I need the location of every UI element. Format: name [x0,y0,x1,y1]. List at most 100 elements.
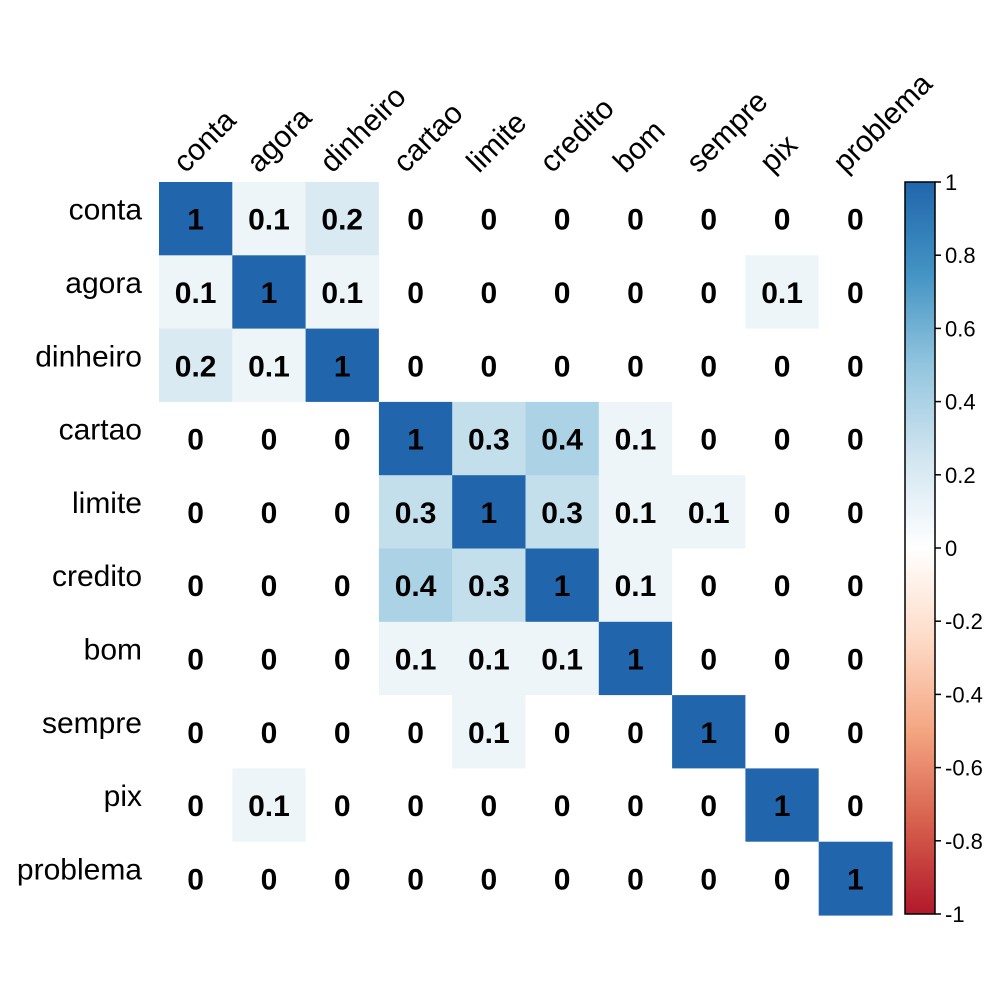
colorbar-tick-label: 1 [945,170,957,195]
cell-value-limite-credito: 0.3 [541,497,583,530]
heatmap-cell-dinheiro-conta [159,328,233,403]
heatmap-cell-credito-problema [818,548,893,623]
heatmap-cell-limite-agora [232,475,307,550]
cell-value-cartao-dinheiro: 0 [334,424,351,457]
row-label-sempre: sempre [42,707,142,740]
colorbar-tick-label: 0.2 [945,463,976,488]
heatmap-cell-limite-sempre [672,475,746,550]
heatmap-cell-bom-cartao [378,621,453,696]
cell-value-agora-pix: 0.1 [761,277,803,310]
heatmap-cell-credito-agora [232,548,307,623]
heatmap-cell-problema-agora [232,841,307,916]
column-label-pix: pix [754,128,804,178]
column-label-bom: bom [607,114,672,179]
cell-value-conta-credito: 0 [554,204,571,237]
cell-value-limite-agora: 0 [261,497,278,530]
heatmap-cell-agora-problema [818,255,893,330]
heatmap-cell-conta-credito [525,182,600,256]
cell-value-sempre-limite: 0.1 [468,717,510,750]
cell-value-sempre-agora: 0 [261,717,278,750]
cell-value-credito-credito: 1 [554,570,571,603]
cell-value-conta-pix: 0 [774,204,791,237]
heatmap-cell-cartao-cartao [378,401,453,476]
heatmap-cell-limite-credito [525,475,600,550]
heatmap-cells [159,182,893,916]
heatmap-cell-bom-conta [159,621,233,696]
cell-value-problema-bom: 0 [627,863,644,896]
heatmap-cell-limite-bom [598,475,673,550]
column-label-agora: agora [241,101,319,179]
heatmap-cell-credito-limite [452,548,527,623]
cell-value-sempre-sempre: 1 [700,717,717,750]
heatmap-cell-agora-credito [525,255,600,330]
cell-value-credito-bom: 0.1 [615,570,657,603]
cell-value-pix-problema: 0 [847,790,864,823]
cell-value-conta-conta: 1 [187,204,204,237]
cell-value-agora-agora: 1 [261,277,278,310]
colorbar: 1 0.8 0.6 0.4 0.2 0 -0.2 -0.4 -0.6 -0.8 -1 [904,170,983,927]
row-label-bom: bom [84,633,142,666]
row-labels: conta agora dinheiro cartao limite credito bom… [17,194,142,887]
heatmap-cell-limite-cartao [378,475,453,550]
cell-value-cartao-credito: 0.4 [541,424,583,457]
cell-value-problema-conta: 0 [187,863,204,896]
heatmap-cell-agora-bom [598,255,673,330]
row-label-credito: credito [52,560,142,593]
heatmap-cell-problema-conta [159,841,233,916]
cell-value-limite-bom: 0.1 [615,497,657,530]
heatmap-cell-cartao-bom [598,401,673,476]
cell-value-cartao-limite: 0.3 [468,424,510,457]
heatmap-cell-pix-pix [745,768,820,843]
heatmap-cell-dinheiro-dinheiro [305,328,380,403]
colorbar-tick-label: 0.8 [945,243,976,268]
heatmap-cell-sempre-dinheiro [305,695,380,769]
heatmap-cell-bom-agora [232,621,307,696]
heatmap-cell-credito-conta [159,548,233,623]
heatmap-cell-pix-limite [452,768,527,843]
heatmap-cell-bom-problema [818,621,893,696]
heatmap-cell-bom-bom [598,621,673,696]
cell-value-sempre-problema: 0 [847,717,864,750]
cell-value-problema-pix: 0 [774,863,791,896]
cell-value-conta-bom: 0 [627,204,644,237]
cell-value-agora-problema: 0 [847,277,864,310]
cell-value-dinheiro-pix: 0 [774,350,791,383]
heatmap-cell-bom-sempre [672,621,746,696]
cell-value-bom-limite: 0.1 [468,643,510,676]
cell-value-limite-dinheiro: 0 [334,497,351,530]
heatmap-cell-sempre-problema [818,695,893,769]
cell-value-pix-cartao: 0 [407,790,424,823]
heatmap-cell-cartao-pix [745,401,820,476]
heatmap-cell-pix-problema [818,768,893,843]
heatmap-cell-problema-cartao [378,841,453,916]
heatmap-cell-dinheiro-pix [745,328,820,403]
cell-value-agora-credito: 0 [554,277,571,310]
cell-value-sempre-pix: 0 [774,717,791,750]
cell-value-pix-dinheiro: 0 [334,790,351,823]
heatmap-cell-limite-pix [745,475,820,550]
heatmap-cell-limite-problema [818,475,893,550]
cell-value-bom-dinheiro: 0 [334,643,351,676]
cell-value-dinheiro-conta: 0.2 [175,350,217,383]
cell-value-dinheiro-problema: 0 [847,350,864,383]
heatmap-cell-pix-cartao [378,768,453,843]
heatmap-cell-dinheiro-credito [525,328,600,403]
cell-value-problema-credito: 0 [554,863,571,896]
cell-value-conta-cartao: 0 [407,204,424,237]
cell-value-problema-dinheiro: 0 [334,863,351,896]
cell-value-bom-pix: 0 [774,643,791,676]
cell-value-problema-limite: 0 [481,863,498,896]
heatmap-cell-cartao-conta [159,401,233,476]
heatmap-cell-sempre-credito [525,695,600,769]
heatmap-cell-conta-agora [232,182,307,256]
colorbar-tick-label: -0.2 [945,609,983,634]
cell-value-pix-pix: 1 [774,790,791,823]
row-label-limite: limite [72,487,142,520]
heatmap-cell-cartao-agora [232,401,307,476]
colorbar-tick-label: 0 [945,536,957,561]
cell-value-pix-conta: 0 [187,790,204,823]
cell-value-credito-pix: 0 [774,570,791,603]
cell-value-sempre-conta: 0 [187,717,204,750]
